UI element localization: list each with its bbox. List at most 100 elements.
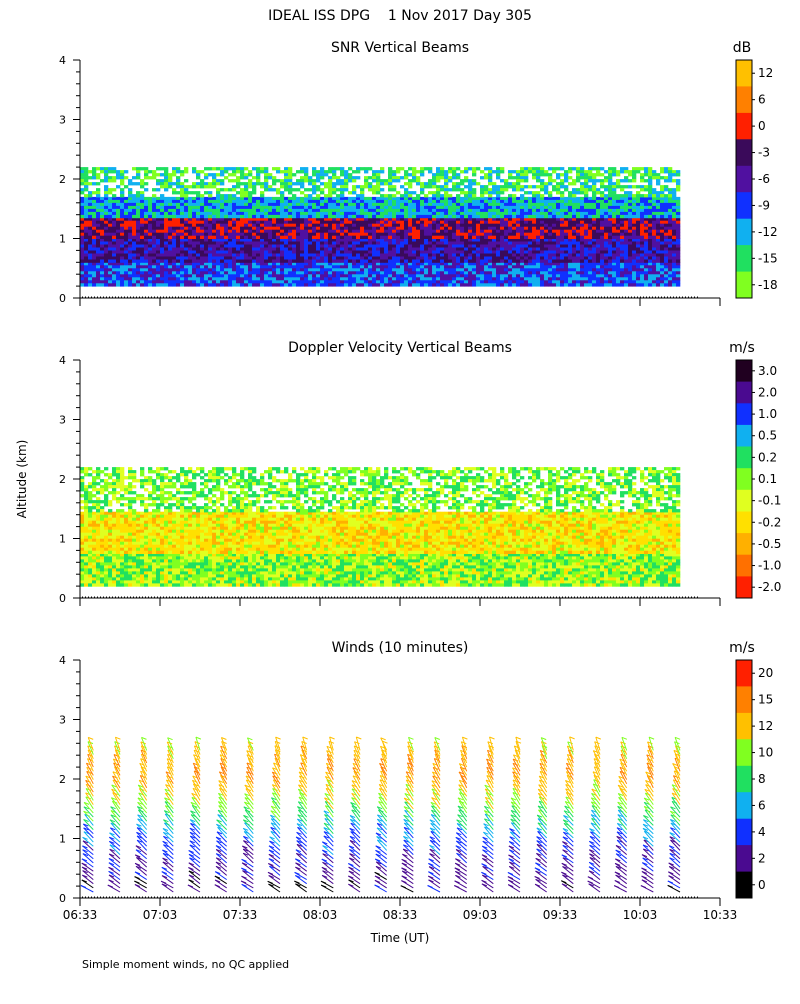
snr-cell — [624, 205, 629, 210]
snr-cell — [396, 262, 401, 266]
snr-cell — [188, 235, 193, 239]
snr-cell — [208, 220, 213, 224]
snr-cell — [452, 283, 457, 287]
snr-cell — [492, 202, 497, 207]
snr-cell — [440, 176, 445, 180]
snr-cell — [608, 238, 613, 242]
snr-cell — [576, 220, 581, 224]
snr-cell — [484, 214, 489, 219]
snr-cell — [252, 283, 257, 287]
snr-cell — [372, 176, 377, 180]
snr-cell — [188, 265, 193, 269]
snr-cell — [412, 238, 417, 242]
snr-cell — [304, 268, 309, 272]
snr-cell — [324, 247, 329, 251]
snr-cell — [512, 253, 517, 257]
snr-cell — [520, 277, 525, 281]
snr-cell — [384, 280, 389, 284]
snr-cell — [408, 274, 413, 278]
snr-cell — [544, 214, 549, 219]
snr-cell — [264, 259, 269, 263]
snr-cell — [236, 262, 241, 266]
snr-cell — [464, 167, 469, 171]
snr-cell — [116, 241, 121, 245]
snr-cell — [280, 199, 285, 204]
snr-cell — [436, 241, 441, 245]
snr-cell — [428, 199, 433, 204]
snr-cell — [548, 226, 553, 230]
snr-cell — [448, 250, 453, 254]
snr-cell — [460, 214, 465, 219]
snr-cell — [664, 214, 669, 219]
snr-cell — [600, 179, 605, 183]
snr-cell — [152, 259, 157, 263]
snr-cell — [404, 277, 409, 281]
snr-cell — [420, 196, 425, 201]
snr-cell — [572, 211, 577, 216]
snr-cell — [584, 253, 589, 257]
snr-cell — [676, 238, 681, 242]
snr-cell — [640, 205, 645, 210]
snr-cell — [596, 274, 601, 278]
snr-cell — [196, 199, 201, 204]
snr-cell — [380, 247, 385, 251]
snr-cell — [632, 271, 637, 275]
snr-cell — [224, 268, 229, 272]
snr-cell — [388, 241, 393, 245]
snr-cell — [216, 265, 221, 269]
snr-cell — [472, 262, 477, 266]
snr-cell — [568, 253, 573, 257]
snr-cell — [476, 277, 481, 281]
snr-cell — [244, 214, 249, 219]
snr-cell — [104, 253, 109, 257]
snr-cell — [252, 265, 257, 269]
snr-cell — [172, 280, 177, 284]
snr-cell — [132, 256, 137, 260]
snr-cell — [368, 220, 373, 224]
snr-cell — [204, 280, 209, 284]
snr-cell — [436, 256, 441, 260]
snr-cell — [420, 167, 425, 171]
snr-cell — [612, 256, 617, 260]
snr-cell — [88, 259, 93, 263]
snr-cell — [88, 244, 93, 248]
snr-cell — [456, 250, 461, 254]
snr-cell — [332, 250, 337, 254]
snr-cell — [580, 223, 585, 227]
snr-cell — [656, 268, 661, 272]
snr-cell — [652, 253, 657, 257]
snr-cell — [176, 167, 181, 171]
snr-cell — [148, 280, 153, 284]
snr-cell — [608, 253, 613, 257]
snr-cell — [320, 229, 325, 233]
snr-cell — [604, 196, 609, 201]
snr-cell — [324, 223, 329, 227]
snr-cell — [200, 271, 205, 275]
snr-cell — [588, 247, 593, 251]
snr-cell — [200, 250, 205, 254]
snr-cell — [496, 262, 501, 266]
snr-cell — [240, 176, 245, 180]
snr-cell — [320, 235, 325, 239]
snr-cell — [104, 259, 109, 263]
snr-cell — [572, 220, 577, 224]
snr-cell — [484, 259, 489, 263]
snr-cell — [364, 208, 369, 213]
snr-cell — [272, 280, 277, 284]
snr-cell — [148, 214, 153, 219]
snr-cell — [124, 232, 129, 236]
snr-cell — [80, 271, 85, 275]
snr-cell — [496, 250, 501, 254]
snr-cell — [84, 277, 89, 281]
panel-1: SNR Vertical Beams01234dB1260-3-6-9-12-1… — [59, 40, 778, 306]
snr-cell — [508, 283, 513, 287]
snr-cell — [320, 196, 325, 201]
snr-cell — [620, 256, 625, 260]
snr-cell — [456, 262, 461, 266]
snr-cell — [340, 217, 345, 221]
snr-cell — [320, 170, 325, 174]
snr-cell — [312, 208, 317, 213]
snr-cell — [488, 208, 493, 213]
snr-cell — [304, 199, 309, 204]
